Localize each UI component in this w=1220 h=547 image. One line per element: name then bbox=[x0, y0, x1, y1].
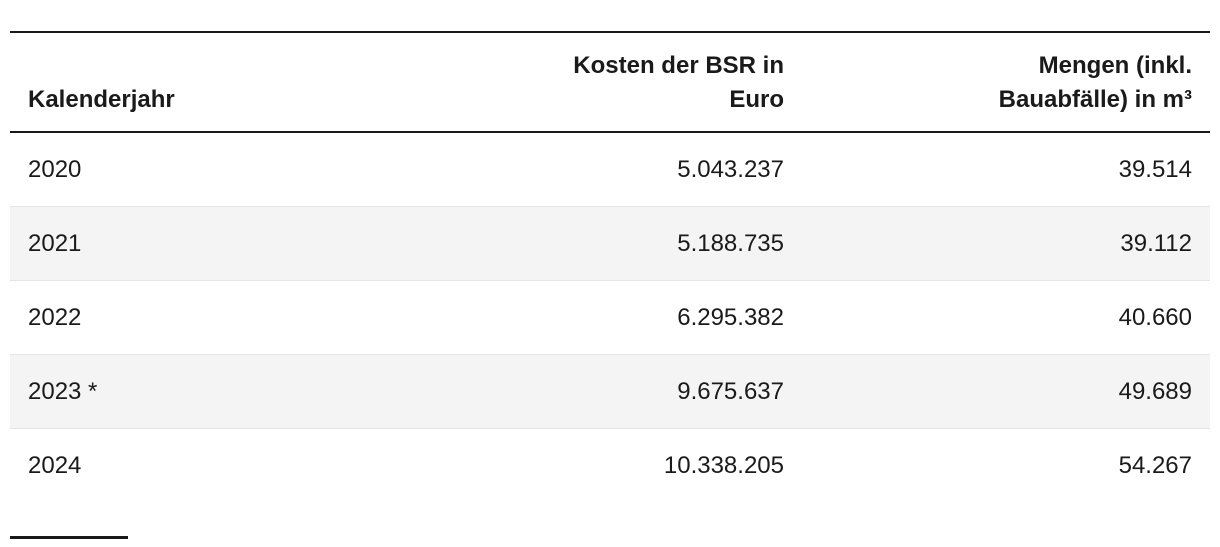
cell-kosten: 6.295.382 bbox=[466, 280, 802, 355]
cell-year: 2021 bbox=[10, 206, 466, 281]
table-row-2024: 2024 10.338.205 54.267 bbox=[10, 428, 1210, 502]
cell-kosten: 5.188.735 bbox=[466, 206, 802, 281]
cell-year: 2024 bbox=[10, 428, 466, 502]
table-bottom-border-partial bbox=[10, 536, 128, 539]
cell-kosten: 5.043.237 bbox=[677, 155, 784, 183]
column-header-kosten-bsr-euro: Kosten der BSR in Euro bbox=[466, 31, 802, 133]
table-row-2022: 2022 6.295.382 40.660 bbox=[10, 280, 1210, 355]
cell-menge: 39.112 bbox=[802, 206, 1210, 281]
table-row-2023: 2023 * 9.675.637 49.689 bbox=[10, 354, 1210, 429]
cell-menge: 40.660 bbox=[802, 280, 1210, 355]
cell-menge: 39.514 bbox=[1118, 155, 1192, 183]
data-table: Kalenderjahr Kosten der BSR in Euro Meng… bbox=[10, 31, 1210, 502]
cell-menge: 54.267 bbox=[802, 428, 1210, 502]
column-header-mengen-m3: Mengen (inkl. Bauabfälle) in m³ bbox=[802, 31, 1210, 133]
table-row-2021: 2021 5.188.735 39.112 bbox=[10, 206, 1210, 281]
cell-year: 2020 bbox=[28, 155, 82, 183]
cell-menge: 49.689 bbox=[802, 354, 1210, 429]
cell-year: 2023 * bbox=[10, 354, 466, 429]
cell-kosten: 10.338.205 bbox=[466, 428, 802, 502]
cell-year: 2022 bbox=[10, 280, 466, 355]
header-row: Kalenderjahr Kosten der BSR in Euro Meng… bbox=[10, 31, 1210, 133]
cell-kosten: 9.675.637 bbox=[466, 354, 802, 429]
table-row-2020: 2020 5.043.237 39.514 bbox=[10, 132, 1210, 207]
column-header-kalenderjahr: Kalenderjahr bbox=[10, 31, 466, 133]
